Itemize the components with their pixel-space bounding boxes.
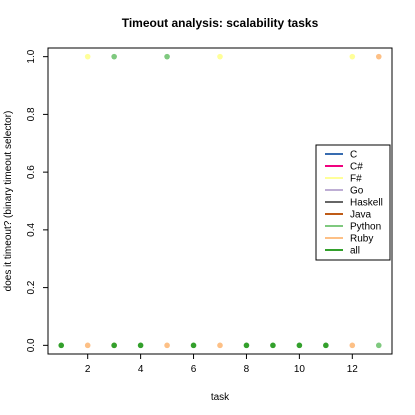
legend-label: F# [350, 174, 362, 185]
data-point [84, 342, 91, 349]
x-tick-label: 12 [347, 364, 359, 375]
data-point [323, 342, 329, 349]
y-tick-label: 0.4 [26, 222, 37, 236]
data-point [111, 53, 117, 60]
y-tick-label: 1.0 [26, 49, 37, 63]
legend-label: Java [350, 210, 372, 221]
legend-label: Python [350, 222, 381, 233]
data-point [84, 53, 91, 60]
legend-label: C [350, 150, 357, 161]
data-point [164, 53, 170, 60]
legend-label: Go [350, 186, 364, 197]
data-point [217, 342, 223, 349]
x-tick-label: 2 [85, 364, 91, 375]
data-point [111, 342, 117, 349]
data-point [137, 342, 144, 349]
legend-label: Haskell [350, 198, 383, 209]
data-point [243, 342, 250, 349]
y-tick-label: 0.2 [26, 280, 37, 294]
data-point [58, 342, 65, 349]
y-tick-label: 0.6 [26, 165, 37, 179]
data-point [296, 342, 303, 349]
y-axis-ticks: 0.0 0.2 0.4 0.6 0.8 1.0 [26, 49, 48, 352]
data-point [375, 342, 382, 349]
data-point [270, 342, 276, 349]
x-tick-label: 10 [294, 364, 306, 375]
plot-frame [47, 47, 393, 355]
data-point [190, 342, 197, 349]
data-point [349, 342, 356, 349]
x-tick-label: 6 [191, 364, 197, 375]
y-tick-label: 0.8 [26, 107, 37, 121]
data-point [164, 342, 170, 349]
x-tick-label: 8 [244, 364, 250, 375]
chart-title: Timeout analysis: scalability tasks [122, 16, 319, 30]
x-tick-label: 4 [138, 364, 144, 375]
y-axis-label: does it timeout? (binary timeout selecto… [3, 111, 14, 292]
x-axis-ticks: 2 4 6 8 10 12 [85, 354, 358, 375]
legend-label: Ruby [350, 234, 373, 245]
legend-label: all [350, 246, 360, 257]
data-point [349, 53, 356, 60]
y-tick-label: 0.0 [26, 338, 37, 352]
data-point [217, 53, 223, 60]
data-point [375, 53, 382, 60]
x-axis-label: task [211, 392, 230, 403]
legend-label: C# [350, 162, 363, 173]
data-points [58, 53, 382, 349]
